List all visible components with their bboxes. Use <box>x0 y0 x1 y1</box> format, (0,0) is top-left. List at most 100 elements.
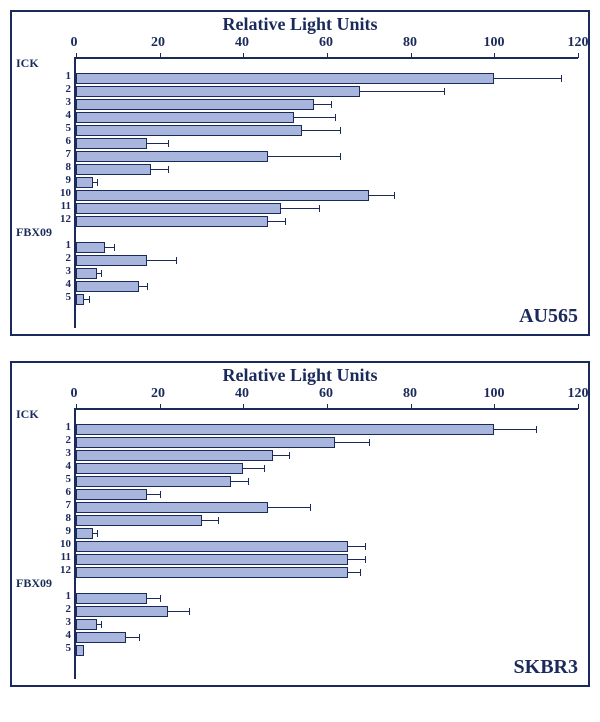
bar-label: 1 <box>66 590 72 603</box>
bar-label: 5 <box>66 642 72 655</box>
bar-row <box>76 280 578 293</box>
error-cap <box>264 465 265 472</box>
bar-row <box>76 137 578 150</box>
y-labels: ICK123456789101112FBX0912345 <box>16 35 74 328</box>
x-tick-label: 20 <box>138 35 178 51</box>
x-tick-label: 20 <box>138 386 178 402</box>
error-bar <box>314 104 331 105</box>
error-cap <box>139 634 140 641</box>
error-bar <box>494 78 561 79</box>
bar-label: 2 <box>66 603 72 616</box>
error-bar <box>147 260 176 261</box>
bar-label: 6 <box>66 135 72 148</box>
error-cap <box>218 517 219 524</box>
group-label: FBX09 <box>14 226 71 239</box>
bar-row <box>76 553 578 566</box>
error-cap <box>160 595 161 602</box>
bar-label: 9 <box>66 174 72 187</box>
bar <box>76 528 93 539</box>
bar-label: 4 <box>66 109 72 122</box>
error-bar <box>302 130 340 131</box>
error-cap <box>97 530 98 537</box>
bar <box>76 86 360 97</box>
bars-area <box>74 57 578 328</box>
bars-area <box>74 408 578 679</box>
x-tick-label: 0 <box>54 386 94 402</box>
bar-label: 4 <box>66 460 72 473</box>
bar <box>76 190 369 201</box>
error-cap <box>289 452 290 459</box>
error-cap <box>365 556 366 563</box>
bar-row <box>76 176 578 189</box>
bar-row <box>76 605 578 618</box>
bar-label: 5 <box>66 473 72 486</box>
bar-row <box>76 111 578 124</box>
error-cap <box>340 153 341 160</box>
bar <box>76 294 84 305</box>
error-bar <box>494 429 536 430</box>
bar-row <box>76 423 578 436</box>
bar <box>76 242 105 253</box>
bar-label: 12 <box>60 213 71 226</box>
error-cap <box>310 504 311 511</box>
bar <box>76 151 268 162</box>
error-bar <box>273 455 290 456</box>
bar-label: 7 <box>66 148 72 161</box>
error-cap <box>189 608 190 615</box>
bar-row <box>76 644 578 657</box>
bar-label: 12 <box>60 564 71 577</box>
bar-row <box>76 202 578 215</box>
bar-row <box>76 215 578 228</box>
bar <box>76 216 268 227</box>
error-cap <box>89 296 90 303</box>
bar <box>76 255 147 266</box>
bar <box>76 502 268 513</box>
bar-label: 1 <box>66 421 72 434</box>
bar <box>76 476 231 487</box>
bar-label: 11 <box>61 200 71 213</box>
bar-row <box>76 592 578 605</box>
chart-panel: Relative Light UnitsICK123456789101112FB… <box>10 361 590 687</box>
bar-row <box>76 514 578 527</box>
bar <box>76 281 139 292</box>
x-tick-label: 120 <box>558 35 598 51</box>
bar-row <box>76 163 578 176</box>
plot-area: ICK123456789101112FBX0912345020406080100… <box>12 35 588 334</box>
error-cap <box>394 192 395 199</box>
bar-label: 8 <box>66 512 72 525</box>
bar-row <box>76 124 578 137</box>
error-cap <box>335 114 336 121</box>
plot-area: ICK123456789101112FBX0912345020406080100… <box>12 386 588 685</box>
x-tick-label: 40 <box>222 386 262 402</box>
bar <box>76 619 97 630</box>
error-bar <box>335 442 368 443</box>
error-cap <box>176 257 177 264</box>
bar-row <box>76 254 578 267</box>
error-cap <box>248 478 249 485</box>
bar <box>76 645 84 656</box>
bar-row <box>76 566 578 579</box>
x-tick-label: 0 <box>54 35 94 51</box>
bar <box>76 541 348 552</box>
error-bar <box>294 117 336 118</box>
bar-label: 2 <box>66 83 72 96</box>
error-bar <box>168 611 189 612</box>
bar-label: 4 <box>66 278 72 291</box>
error-cap <box>369 439 370 446</box>
x-ticks: 020406080100120 <box>74 386 578 408</box>
bar <box>76 450 273 461</box>
bar-row <box>76 449 578 462</box>
bar-row <box>76 293 578 306</box>
error-bar <box>360 91 444 92</box>
bar-row <box>76 72 578 85</box>
x-ticks: 020406080100120 <box>74 35 578 57</box>
panel-label: SKBR3 <box>514 656 578 679</box>
bar-row <box>76 462 578 475</box>
bar <box>76 554 348 565</box>
error-cap <box>340 127 341 134</box>
error-cap <box>168 140 169 147</box>
bar <box>76 515 202 526</box>
error-bar <box>268 221 285 222</box>
bar-row <box>76 540 578 553</box>
bar <box>76 112 294 123</box>
